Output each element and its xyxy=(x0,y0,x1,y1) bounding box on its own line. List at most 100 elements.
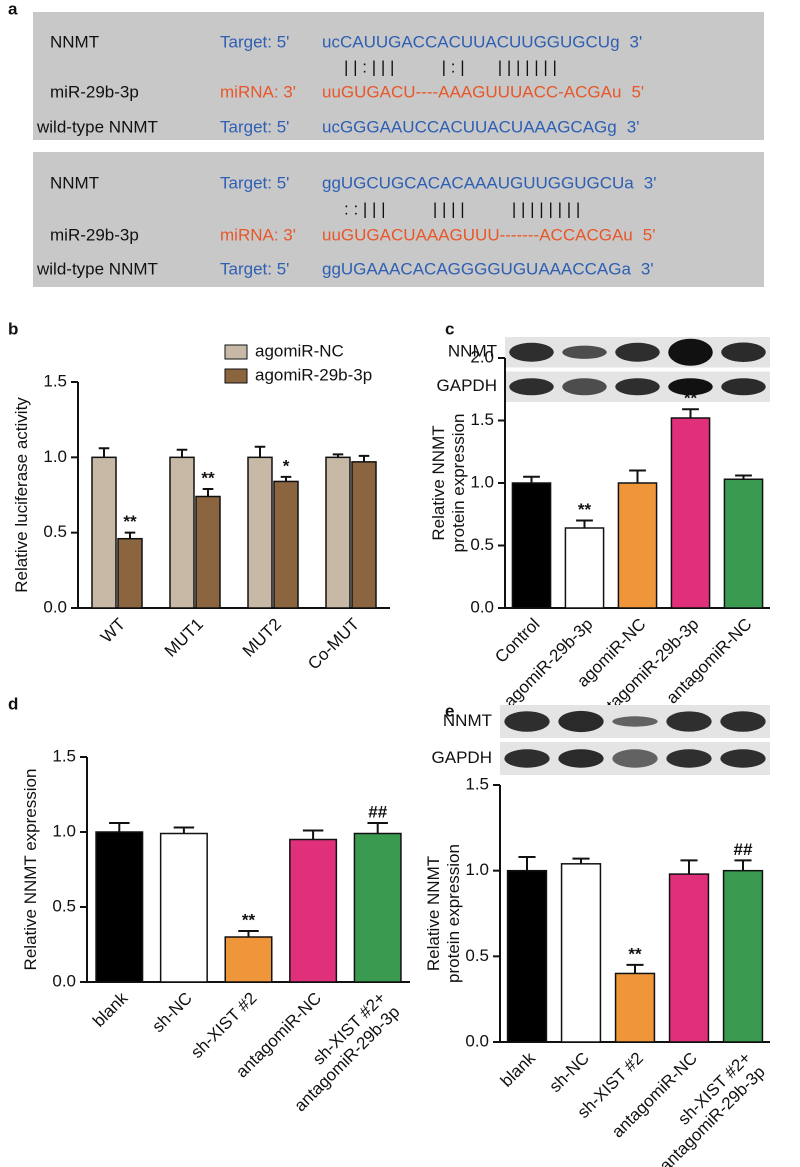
x-tick-label: sh-NC xyxy=(546,1049,593,1096)
error-bar xyxy=(173,826,195,834)
blot-band xyxy=(509,378,554,396)
y-axis-label-line: Relative NNMT expression xyxy=(21,769,40,971)
error-bar xyxy=(367,822,388,834)
y-tick-label: 0.5 xyxy=(52,896,76,915)
x-tick-label: WT xyxy=(97,615,129,647)
x-tick-label: MUT2 xyxy=(239,615,285,661)
blot-band xyxy=(562,345,607,359)
y-axis-label: Relative NNMTprotein expression xyxy=(429,414,468,553)
sequence-prefix: Target: 5' xyxy=(220,117,289,136)
sequence-suffix: 3' xyxy=(641,259,654,278)
alignment-box xyxy=(33,152,764,287)
error-bar xyxy=(572,857,590,864)
y-axis-label: Relative NNMT expression xyxy=(21,769,40,971)
blot-band xyxy=(558,710,604,733)
blot-band xyxy=(720,749,766,768)
error-bar xyxy=(98,447,110,458)
legend-swatch xyxy=(224,344,248,360)
bar xyxy=(723,478,764,609)
blot-band xyxy=(668,338,713,366)
error-bar xyxy=(176,448,188,458)
blot-label: NNMT xyxy=(448,342,497,361)
y-tick-label: 0.0 xyxy=(465,1031,489,1050)
bar xyxy=(670,417,711,609)
blot-band xyxy=(721,378,766,396)
blot-band xyxy=(504,711,550,732)
y-tick-label: 1.5 xyxy=(465,774,489,793)
x-tick-label: Control xyxy=(491,615,543,667)
sequence-name: wild-type NNMT xyxy=(36,117,158,136)
bar xyxy=(506,869,548,1043)
bar xyxy=(353,832,402,983)
annotation: ** xyxy=(201,468,215,487)
x-tick-label: MUT1 xyxy=(161,615,207,661)
error-bar xyxy=(735,474,752,480)
error-bar xyxy=(280,475,292,482)
sequence: uuGUGACU----AAAGUUUACC-ACGAu xyxy=(322,82,621,101)
blot-band xyxy=(721,342,766,362)
blot-band xyxy=(562,378,607,396)
bar xyxy=(351,461,377,609)
sequence-prefix: Target: 5' xyxy=(220,32,289,51)
bar xyxy=(159,832,208,983)
error-bar xyxy=(332,453,344,458)
blot-band xyxy=(612,716,658,727)
sequence-name: miR-29b-3p xyxy=(50,225,139,244)
annotation: ** xyxy=(684,389,698,408)
y-tick-label: 0.0 xyxy=(52,971,76,990)
y-axis-label-line: Relative NNMT xyxy=(424,856,443,971)
y-axis-label-line: Relative NNMT xyxy=(429,425,448,540)
x-tick-label: blank xyxy=(89,988,132,1031)
y-tick-label: 0.5 xyxy=(43,522,67,541)
bar xyxy=(722,869,764,1043)
bar xyxy=(560,863,602,1043)
error-bar xyxy=(358,454,370,462)
x-tick-label: Co-MUT xyxy=(304,615,363,674)
bar xyxy=(564,527,605,609)
bar xyxy=(617,482,658,609)
panel-letter: a xyxy=(8,0,18,18)
sequence-suffix: 3' xyxy=(644,173,657,192)
blot-band xyxy=(509,342,554,362)
blot-band xyxy=(666,749,712,768)
error-bar xyxy=(238,930,259,937)
sequence-name: wild-type NNMT xyxy=(36,259,158,278)
bar xyxy=(195,495,221,609)
bar xyxy=(273,480,299,609)
bar xyxy=(325,456,351,609)
y-tick-label: 0.0 xyxy=(470,597,494,616)
bar xyxy=(289,838,338,983)
error-bar xyxy=(254,445,266,458)
panel-letter: d xyxy=(8,694,18,713)
sequence-prefix: miRNA: 3' xyxy=(220,225,296,244)
annotation: ** xyxy=(123,512,137,531)
error-bar xyxy=(518,855,536,871)
sequence-name: NNMT xyxy=(50,173,99,192)
annotation: ## xyxy=(368,802,387,821)
annotation: ** xyxy=(242,910,256,929)
y-tick-label: 1.5 xyxy=(52,746,76,765)
y-tick-label: 0.5 xyxy=(465,946,489,965)
sequence: uuGUGACUAAAGUUU-------ACCACGAu xyxy=(322,225,633,244)
annotation: ** xyxy=(578,500,592,519)
bar xyxy=(169,456,195,609)
error-bar xyxy=(302,829,324,840)
sequence-prefix: Target: 5' xyxy=(220,173,289,192)
y-tick-label: 1.0 xyxy=(43,447,67,466)
error-bar xyxy=(626,963,644,974)
error-bar xyxy=(682,408,699,418)
legend-label: agomiR-29b-3p xyxy=(255,365,372,384)
bar xyxy=(511,482,552,609)
blot-band xyxy=(666,711,712,732)
error-bar xyxy=(202,487,214,497)
y-axis-label-line: Relative luciferase activity xyxy=(12,397,31,593)
y-tick-label: 1.5 xyxy=(43,371,67,390)
y-tick-label: 1.0 xyxy=(465,860,489,879)
annotation: * xyxy=(283,456,290,475)
sequence-suffix: 3' xyxy=(630,32,643,51)
y-tick-label: 2.0 xyxy=(470,347,494,366)
error-bar xyxy=(734,859,752,871)
sequence: ucCAUUGACCACUUACUUGGUGCUg xyxy=(322,32,620,51)
y-axis-label: Relative NNMTprotein expression xyxy=(424,844,463,983)
